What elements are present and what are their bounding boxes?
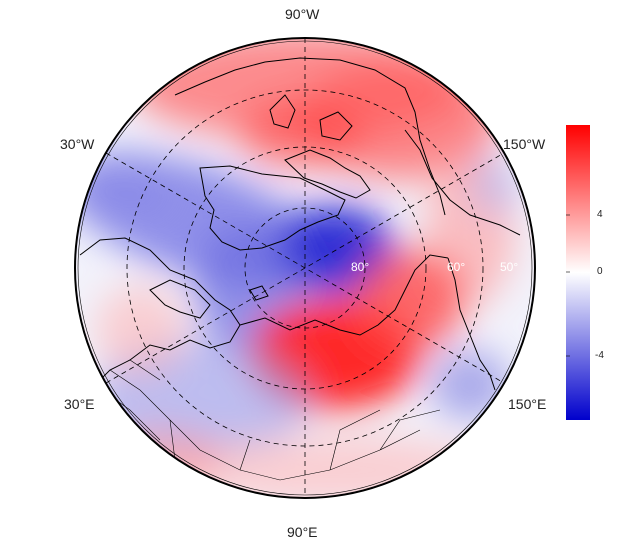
lat-label-80: 80° <box>351 260 370 274</box>
colorbar <box>566 125 590 420</box>
coastline-canadian-archipelago <box>269 94 371 199</box>
anomaly-field <box>75 38 535 498</box>
lon-label-bottom: 90°E <box>287 524 318 540</box>
lat-label-50: 50° <box>500 260 519 274</box>
lon-label-upper-right: 150°W <box>503 136 546 152</box>
colorbar-label-4: 4 <box>597 209 603 220</box>
lon-label-top: 90°W <box>285 6 320 22</box>
coastline-scandinavia <box>149 279 211 319</box>
coastline-alaska <box>404 129 521 236</box>
coastline-greenland <box>199 165 346 251</box>
country-borders <box>94 359 441 481</box>
colorbar-gradient <box>566 125 590 420</box>
lon-label-upper-left: 30°W <box>60 136 95 152</box>
lon-label-lower-right: 150°E <box>508 396 547 412</box>
meridian-30e-150w <box>105 152 505 384</box>
colorbar-label-0: 0 <box>597 266 603 277</box>
coastline-europe <box>79 237 241 401</box>
map-boundary-inner <box>77 40 533 496</box>
lat-label-60: 60° <box>447 260 466 274</box>
map-boundary <box>74 37 536 499</box>
colorbar-label-minus4: -4 <box>595 350 604 361</box>
coastlines <box>79 57 521 481</box>
coastline-siberia <box>239 254 449 336</box>
coastline-north-america <box>174 57 446 216</box>
lon-label-lower-left: 30°E <box>64 396 95 412</box>
graticule <box>105 38 505 498</box>
coastline-svalbard <box>249 285 269 301</box>
